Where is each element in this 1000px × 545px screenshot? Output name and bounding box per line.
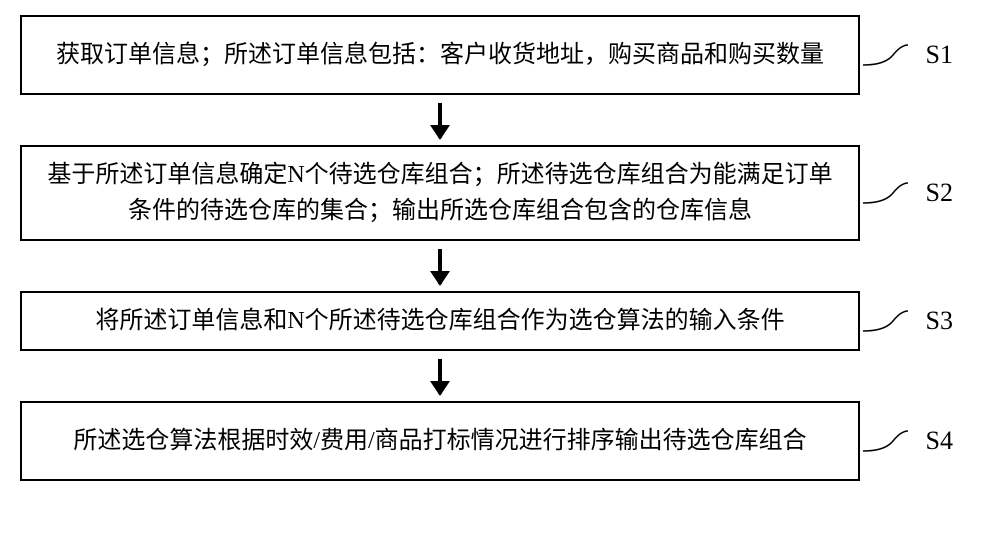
arrow-container-2 <box>20 241 860 291</box>
step-box-4: 所述选仓算法根据时效/费用/商品打标情况进行排序输出待选仓库组合 S4 <box>20 401 860 481</box>
arrow-container-1 <box>20 95 860 145</box>
step-text-3: 将所述订单信息和N个所述待选仓库组合作为选仓算法的输入条件 <box>95 303 784 339</box>
arrow-3 <box>438 359 442 394</box>
bracket-1 <box>863 40 908 70</box>
step-box-1: 获取订单信息；所述订单信息包括：客户收货地址，购买商品和购买数量 S1 <box>20 15 860 95</box>
step-label-2: S2 <box>926 178 953 208</box>
arrow-1 <box>438 103 442 138</box>
step-label-1: S1 <box>926 40 953 70</box>
step-label-4: S4 <box>926 426 953 456</box>
arrow-2 <box>438 249 442 284</box>
step-text-4: 所述选仓算法根据时效/费用/商品打标情况进行排序输出待选仓库组合 <box>73 423 806 459</box>
step-label-3: S3 <box>926 306 953 336</box>
step-text-1: 获取订单信息；所述订单信息包括：客户收货地址，购买商品和购买数量 <box>56 37 824 73</box>
arrow-container-3 <box>20 351 860 401</box>
step-box-3: 将所述订单信息和N个所述待选仓库组合作为选仓算法的输入条件 S3 <box>20 291 860 351</box>
bracket-2 <box>863 178 908 208</box>
flowchart-container: 获取订单信息；所述订单信息包括：客户收货地址，购买商品和购买数量 S1 基于所述… <box>20 15 980 481</box>
step-text-2: 基于所述订单信息确定N个待选仓库组合；所述待选仓库组合为能满足订单条件的待选仓库… <box>42 157 838 229</box>
bracket-4 <box>863 426 908 456</box>
bracket-3 <box>863 306 908 336</box>
step-box-2: 基于所述订单信息确定N个待选仓库组合；所述待选仓库组合为能满足订单条件的待选仓库… <box>20 145 860 241</box>
